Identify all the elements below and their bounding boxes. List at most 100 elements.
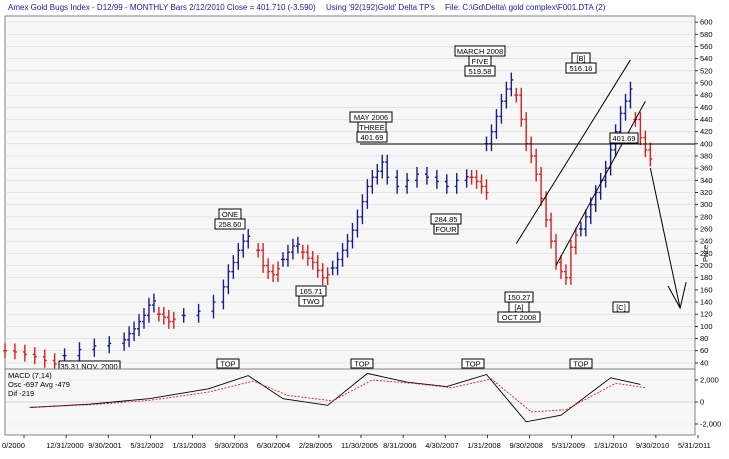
price-tick-label: 300 (700, 200, 713, 209)
macd-osc-text: Osc -697 Avg -479 (8, 380, 70, 389)
macd-legend: MACD (7,14) Osc -697 Avg -479 Dif -219 (6, 370, 70, 400)
macd-lines (29, 372, 646, 423)
svg-text:[B]: [B] (576, 54, 585, 63)
projection-arrowhead (667, 282, 687, 310)
annotation-five: MARCH 2008 FIVE 519.58 (454, 45, 506, 77)
price-tick-label: 580 (700, 30, 713, 39)
macd-label: MACD (7,14) (8, 371, 52, 380)
price-tick-label: 160 (700, 285, 713, 294)
svg-text:401.69: 401.69 (361, 133, 384, 142)
price-tick-label: 100 (700, 322, 713, 331)
x-tick-label: 6/30/2004 (257, 441, 290, 450)
macd-tick-label: -2,000 (700, 420, 721, 429)
macd-series-osc (29, 372, 641, 423)
annotation-a: 150.27 [A] OCT 2008 (497, 291, 541, 323)
price-tick-label: 460 (700, 103, 713, 112)
price-tick-label: 280 (700, 212, 713, 221)
price-tick-label: 560 (700, 42, 713, 51)
svg-text:TWO: TWO (302, 297, 320, 306)
top-label-2006: TOP (354, 360, 369, 369)
trend-line (515, 59, 631, 244)
x-tick-label: 9/30/2010 (636, 441, 669, 450)
price-tick-label: 180 (700, 273, 713, 282)
method-text: Using '92(192)Gold' Delta TP's (326, 3, 435, 12)
top-label-2004: TOP (220, 360, 235, 369)
svg-text:258.60: 258.60 (219, 220, 242, 229)
svg-text:165.71: 165.71 (300, 287, 323, 296)
svg-text:[A]: [A] (514, 303, 523, 312)
top-label-2008: TOP (465, 360, 480, 369)
x-tick-label: 1/31/2008 (467, 441, 500, 450)
trend-line (555, 100, 646, 266)
x-tick-label: 4/30/2007 (425, 441, 458, 450)
price-tick-label: 200 (700, 261, 713, 270)
x-tick-label: 9/30/2001 (88, 441, 121, 450)
price-tick-label: 240 (700, 237, 713, 246)
price-tick-label: 400 (700, 139, 713, 148)
price-tick-label: 320 (700, 188, 713, 197)
x-tick-label: 11/30/2005 (341, 441, 378, 450)
svg-text:284.85: 284.85 (435, 215, 458, 224)
svg-text:THREE: THREE (359, 123, 384, 132)
chart-title: Amex Gold Bugs Index - D12/99 - MONTHLY … (8, 3, 316, 12)
svg-text:516.16: 516.16 (570, 64, 593, 73)
x-tick-label: 12/31/2000 (46, 441, 84, 450)
annotation-four: 284.85 FOUR (430, 213, 462, 235)
x-tick-label: 8/31/2006 (383, 441, 416, 450)
svg-text:MARCH 2008: MARCH 2008 (457, 47, 503, 56)
svg-text:519.58: 519.58 (469, 67, 492, 76)
price-tick-label: 520 (700, 66, 713, 75)
macd-top-labels: TOP TOP TOP TOP (216, 358, 593, 369)
price-tick-label: 80 (700, 334, 708, 343)
price-axis-ticks: 600 580 560 540 520 500 480 460 440 420 400 380 360 3… (695, 18, 713, 367)
x-tick-label: 5/31/2009 (552, 441, 585, 450)
annotation-c: [C] (612, 301, 630, 313)
x-axis-ticks: 0/2000 12/31/2000 9/30/2001 5/31/2002 1/31/2… (2, 435, 711, 450)
price-tick-label: 540 (700, 54, 713, 63)
svg-text:FIVE: FIVE (472, 57, 489, 66)
price-tick-label: 260 (700, 225, 713, 234)
price-tick-label: 420 (700, 127, 713, 136)
macd-axis-ticks: 2,000 0 -2,000 (695, 376, 721, 429)
trend-lines (515, 59, 687, 310)
file-text: File: C:\Gd\Delta\ gold complex\F001.DTA… (445, 3, 606, 12)
price-tick-label: 360 (700, 164, 713, 173)
svg-text:150.27: 150.27 (508, 293, 531, 302)
macd-dif-text: Dif -219 (8, 389, 34, 398)
price-tick-label: 340 (700, 176, 713, 185)
macd-tick-label: 0 (700, 398, 704, 407)
price-tick-label: 220 (700, 249, 713, 258)
x-tick-label: 2/28/2005 (299, 441, 332, 450)
price-tick-label: 380 (700, 151, 713, 160)
macd-tick-label: 2,000 (700, 376, 719, 385)
svg-text:ONE: ONE (222, 210, 238, 219)
projection-line (649, 168, 681, 309)
svg-text:[C]: [C] (616, 303, 626, 312)
annotation-one: ONE 258.60 (214, 208, 246, 230)
svg-text:OCT 2008: OCT 2008 (502, 313, 536, 322)
price-tick-label: 500 (700, 78, 713, 87)
price-tick-label: 480 (700, 91, 713, 100)
price-axis-label: Price (701, 245, 710, 262)
price-tick-label: 600 (700, 18, 713, 27)
x-tick-label: 0/2000 (2, 441, 25, 450)
x-tick-label: 9/30/2008 (510, 441, 543, 450)
x-tick-label: 9/30/2003 (215, 441, 248, 450)
price-tick-label: 40 (700, 358, 708, 367)
annotation-three: MAY 2006 THREE 401.69 (349, 111, 393, 143)
x-tick-label: 1/31/2010 (594, 441, 627, 450)
annotation-hline: 401.69 (609, 132, 639, 144)
price-tick-label: 120 (700, 310, 713, 319)
x-tick-label: 5/31/2011 (678, 441, 711, 450)
price-tick-label: 440 (700, 115, 713, 124)
price-tick-label: 60 (700, 346, 708, 355)
annotation-two: 165.71 TWO (295, 285, 327, 307)
x-tick-label: 1/31/2003 (173, 441, 206, 450)
price-grid (5, 21, 695, 364)
svg-text:MAY 2006: MAY 2006 (354, 113, 388, 122)
svg-text:FOUR: FOUR (435, 225, 457, 234)
svg-text:35.31 NOV. 2000: 35.31 NOV. 2000 (60, 362, 117, 371)
price-tick-label: 140 (700, 298, 713, 307)
top-label-2010: TOP (573, 360, 588, 369)
